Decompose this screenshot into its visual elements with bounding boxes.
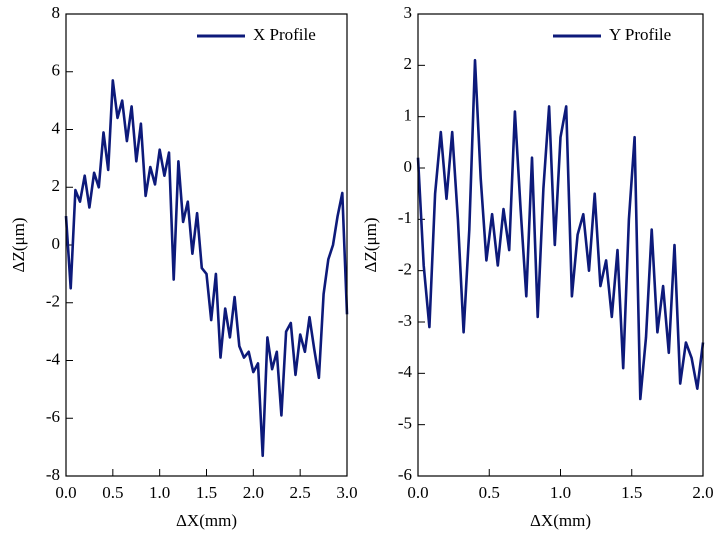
y-tick-label: 1 <box>404 106 413 125</box>
x-tick-label: 2.0 <box>692 483 713 502</box>
x-tick-label: 0.0 <box>407 483 428 502</box>
y-axis-label: ΔZ(μm) <box>361 218 380 273</box>
x-tick-label: 3.0 <box>336 483 357 502</box>
y-tick-label: -5 <box>398 414 412 433</box>
y-tick-label: 6 <box>52 61 61 80</box>
x-tick-label: 0.5 <box>102 483 123 502</box>
x-axis-label: ΔX(mm) <box>176 511 237 530</box>
y-tick-label: 2 <box>404 54 413 73</box>
y-tick-label: -1 <box>398 208 412 227</box>
x-tick-label: 1.0 <box>550 483 571 502</box>
x-tick-label: 1.5 <box>621 483 642 502</box>
y-tick-label: 0 <box>404 157 413 176</box>
legend-label: Y Profile <box>609 25 671 44</box>
legend-label: X Profile <box>253 25 316 44</box>
y-tick-label: -8 <box>46 465 60 484</box>
y-tick-label: 8 <box>52 3 61 22</box>
x-tick-label: 2.5 <box>290 483 311 502</box>
x-tick-label: 0.0 <box>55 483 76 502</box>
y-tick-label: -2 <box>46 292 60 311</box>
y-tick-label: 4 <box>52 118 61 137</box>
y-tick-label: -2 <box>398 260 412 279</box>
x-tick-label: 2.0 <box>243 483 264 502</box>
plot-frame <box>65 13 348 477</box>
y-tick-label: 2 <box>52 176 61 195</box>
x-tick-label: 1.5 <box>196 483 217 502</box>
x-axis-label: ΔX(mm) <box>530 511 591 530</box>
y-tick-label: 3 <box>404 3 413 22</box>
y-tick-label: 0 <box>52 234 61 253</box>
y-tick-label: -4 <box>46 349 61 368</box>
x-tick-label: 0.5 <box>479 483 500 502</box>
profile-line <box>416 58 705 401</box>
y-tick-label: -6 <box>398 465 412 484</box>
profile-line <box>64 79 349 458</box>
y-axis-label: ΔZ(μm) <box>9 218 28 273</box>
y-tick-label: -4 <box>398 362 413 381</box>
x-tick-label: 1.0 <box>149 483 170 502</box>
y-tick-label: -6 <box>46 407 60 426</box>
y-tick-label: -3 <box>398 311 412 330</box>
plot-frame <box>417 13 704 477</box>
